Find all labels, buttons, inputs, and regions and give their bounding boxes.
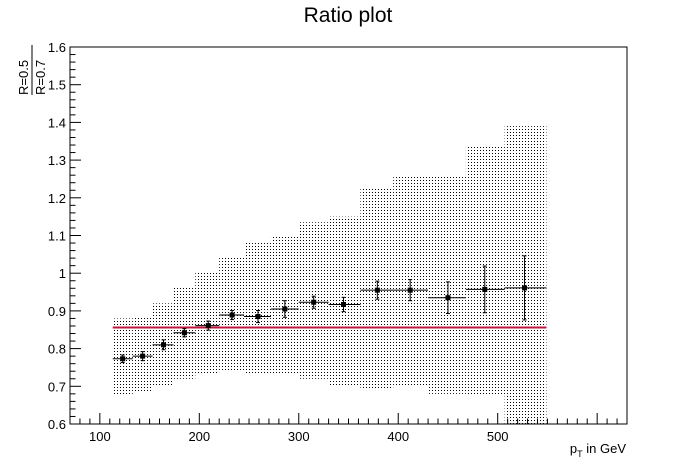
y-tick-label: 0.7 <box>48 379 66 394</box>
uncertainty-band-group <box>112 126 547 425</box>
data-point-marker <box>255 314 261 320</box>
x-axis-title: pT in GeV <box>570 441 626 459</box>
data-point <box>173 328 196 338</box>
data-point-marker <box>522 285 528 291</box>
x-axis-title-main: p <box>570 441 577 456</box>
data-point-marker <box>311 299 317 305</box>
data-point-marker <box>140 353 146 359</box>
data-points-group <box>112 255 547 364</box>
x-tick-label: 400 <box>387 429 409 444</box>
x-tick-label: 300 <box>288 429 310 444</box>
data-point <box>393 279 429 302</box>
y-tick-label: 0.8 <box>48 342 66 357</box>
data-point-marker <box>229 312 235 318</box>
y-tick-label: 1.5 <box>48 78 66 93</box>
data-point-marker <box>181 330 187 336</box>
data-point-marker <box>160 342 166 348</box>
data-point <box>298 295 329 309</box>
data-point <box>112 354 133 364</box>
data-point <box>465 265 505 314</box>
chart-title: Ratio plot <box>304 4 393 27</box>
data-point-marker <box>374 287 380 293</box>
data-point <box>270 300 299 318</box>
y-tick-label: 0.9 <box>48 304 66 319</box>
x-tick-label: 200 <box>188 429 210 444</box>
data-point-marker <box>205 323 211 329</box>
y-tick-label: 1.4 <box>48 115 66 130</box>
x-tick-label: 500 <box>487 429 509 444</box>
data-point <box>360 280 394 300</box>
data-point-marker <box>120 356 126 362</box>
y-tick-label: 1.2 <box>48 191 66 206</box>
x-axis-title-suffix: in GeV <box>583 441 627 456</box>
data-point-marker <box>282 306 288 312</box>
y-axis: 0.6 0.7 0.8 0.9 1 1.1 1.2 1.3 1.4 1.5 1.6 <box>48 40 81 432</box>
uncertainty-band-bin <box>244 243 271 374</box>
data-point <box>428 281 466 315</box>
y-axis-title-numerator: R=0.5 <box>16 60 31 95</box>
uncertainty-band-bin <box>428 175 466 394</box>
data-point <box>195 320 220 331</box>
x-axis: 100 200 300 400 500 <box>69 413 628 444</box>
y-tick-label: 1.3 <box>48 153 66 168</box>
y-tick-label: 1 <box>59 266 66 281</box>
x-axis-title-subscript: T <box>577 449 583 459</box>
uncertainty-band-bin <box>328 216 361 387</box>
data-point <box>132 351 153 362</box>
uncertainty-band-bin <box>504 126 547 425</box>
data-point <box>244 310 271 324</box>
data-point-marker <box>482 286 488 292</box>
y-axis-title-denominator: R=0.7 <box>33 60 48 95</box>
y-tick-label: 1.1 <box>48 229 66 244</box>
data-point <box>152 339 174 351</box>
y-axis-title: R=0.5 R=0.7 <box>16 45 48 95</box>
data-point-marker <box>407 287 413 293</box>
data-point <box>328 296 361 313</box>
x-tick-label: 100 <box>89 429 111 444</box>
data-point <box>219 310 245 321</box>
data-point-marker <box>341 301 347 307</box>
y-tick-label: 1.6 <box>48 40 66 55</box>
data-point-marker <box>445 295 451 301</box>
data-point <box>504 255 547 321</box>
y-tick-label: 0.6 <box>48 417 66 432</box>
